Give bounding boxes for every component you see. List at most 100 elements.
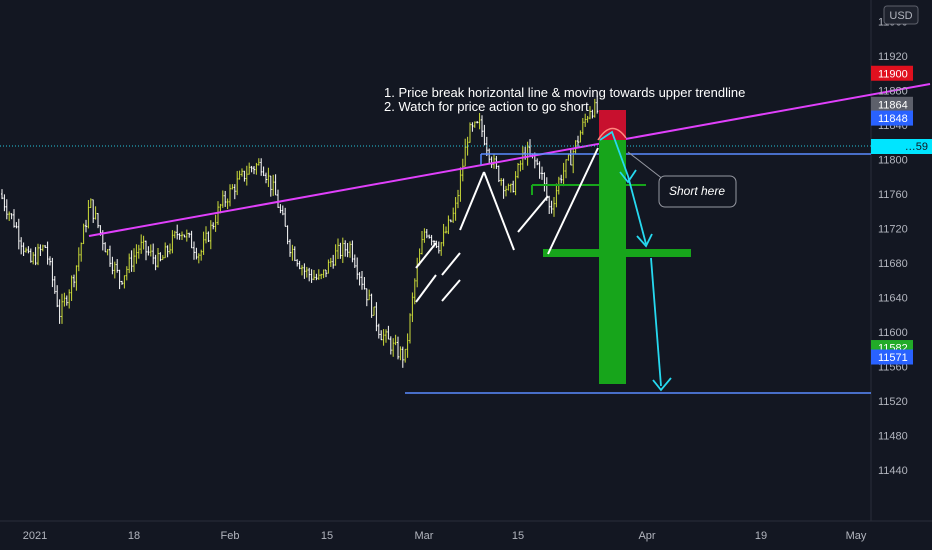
- price-bar: [483, 124, 486, 146]
- price-bar: [166, 245, 169, 258]
- price-tag-box: [871, 96, 913, 112]
- price-bar: [188, 232, 191, 238]
- time-tick-label: Mar: [415, 530, 434, 542]
- price-tick-label: 11480: [878, 431, 908, 443]
- price-bar: [435, 240, 438, 249]
- price-bar: [123, 275, 126, 289]
- price-bar: [401, 346, 404, 368]
- price-bar: [327, 259, 330, 274]
- time-tick-label: Feb: [221, 530, 240, 542]
- price-bar: [265, 172, 267, 184]
- price-bar: [305, 266, 308, 278]
- price-bar: [310, 269, 313, 283]
- price-bar: [397, 336, 399, 360]
- price-bar: [173, 230, 176, 239]
- price-bar: [377, 323, 380, 339]
- price-bar: [197, 253, 200, 264]
- price-bar: [430, 234, 433, 246]
- price-bar: [284, 207, 287, 227]
- price-bar: [392, 338, 395, 357]
- price-bar: [308, 267, 311, 282]
- price-bar: [315, 273, 318, 281]
- price-tag-label: 11848: [878, 113, 908, 125]
- price-bar: [317, 269, 320, 280]
- price-bar: [269, 175, 272, 197]
- price-bar: [245, 165, 248, 186]
- price-bar: [25, 247, 27, 253]
- price-bar: [118, 269, 121, 290]
- price-bar: [329, 257, 332, 268]
- price-bar: [380, 330, 383, 341]
- price-bar: [152, 243, 155, 265]
- price-tick-label: 11720: [878, 224, 908, 236]
- price-bar: [130, 250, 133, 272]
- price-bar: [502, 178, 505, 199]
- price-bar: [181, 231, 183, 241]
- price-bar: [461, 158, 464, 182]
- price-bar: [445, 226, 447, 234]
- current-price-tag: [871, 139, 932, 154]
- price-bar: [82, 223, 85, 245]
- price-bar: [423, 228, 426, 243]
- price-bar: [469, 122, 471, 143]
- price-bar: [111, 256, 114, 275]
- price-bar: [154, 254, 157, 271]
- top-arc: [597, 127, 627, 141]
- price-tick-label: 11800: [878, 155, 908, 167]
- price-bar: [56, 285, 59, 308]
- price-bar: [73, 274, 75, 288]
- price-bar: [41, 244, 44, 252]
- price-bar: [464, 138, 467, 167]
- price-bar: [440, 242, 443, 256]
- price-bar: [89, 198, 92, 208]
- price-bar: [466, 136, 469, 156]
- price-bar: [332, 254, 335, 269]
- price-bar: [233, 184, 236, 200]
- short-here-text: Short here: [669, 184, 725, 198]
- price-bar: [209, 220, 212, 250]
- price-bar: [339, 242, 342, 259]
- price-bar: [236, 170, 239, 196]
- price-bar: [250, 165, 253, 173]
- price-bar: [562, 162, 565, 187]
- price-bar: [248, 162, 251, 175]
- time-axis-ticks: 2021 18 Feb 15 Mar 15 Apr 19 May: [23, 530, 867, 542]
- price-bar: [164, 242, 167, 259]
- price-bar: [577, 135, 579, 147]
- price-bar: [106, 249, 109, 256]
- price-bar: [92, 199, 95, 223]
- price-bar: [349, 241, 351, 258]
- time-tick-label: 15: [321, 530, 333, 542]
- price-bar: [291, 244, 294, 261]
- price-bar: [161, 255, 164, 261]
- price-bar: [293, 246, 296, 262]
- price-bar: [200, 249, 203, 261]
- price-bar: [171, 230, 174, 254]
- price-bar: [497, 165, 500, 183]
- price-bar: [274, 174, 277, 196]
- price-bar: [356, 257, 359, 280]
- price-bar: [10, 213, 13, 220]
- price-bar: [145, 240, 147, 261]
- price-bar: [205, 226, 207, 244]
- price-bar: [586, 115, 589, 123]
- time-tick-label: 2021: [23, 530, 47, 542]
- price-bar: [298, 260, 301, 270]
- price-bar: [178, 233, 181, 240]
- price-bar: [449, 219, 452, 223]
- price-bar: [195, 247, 198, 260]
- price-bar: [121, 280, 123, 285]
- price-bar: [183, 234, 186, 238]
- price-bar: [296, 259, 299, 267]
- currency-badge[interactable]: [883, 5, 919, 25]
- price-bar: [553, 196, 555, 217]
- price-bar: [77, 247, 80, 272]
- price-bar: [169, 243, 171, 255]
- price-bar: [87, 199, 90, 229]
- price-tag-box: [871, 65, 913, 81]
- price-tick-label: 11680: [878, 258, 908, 270]
- price-bar: [560, 174, 563, 184]
- price-bar: [279, 204, 282, 214]
